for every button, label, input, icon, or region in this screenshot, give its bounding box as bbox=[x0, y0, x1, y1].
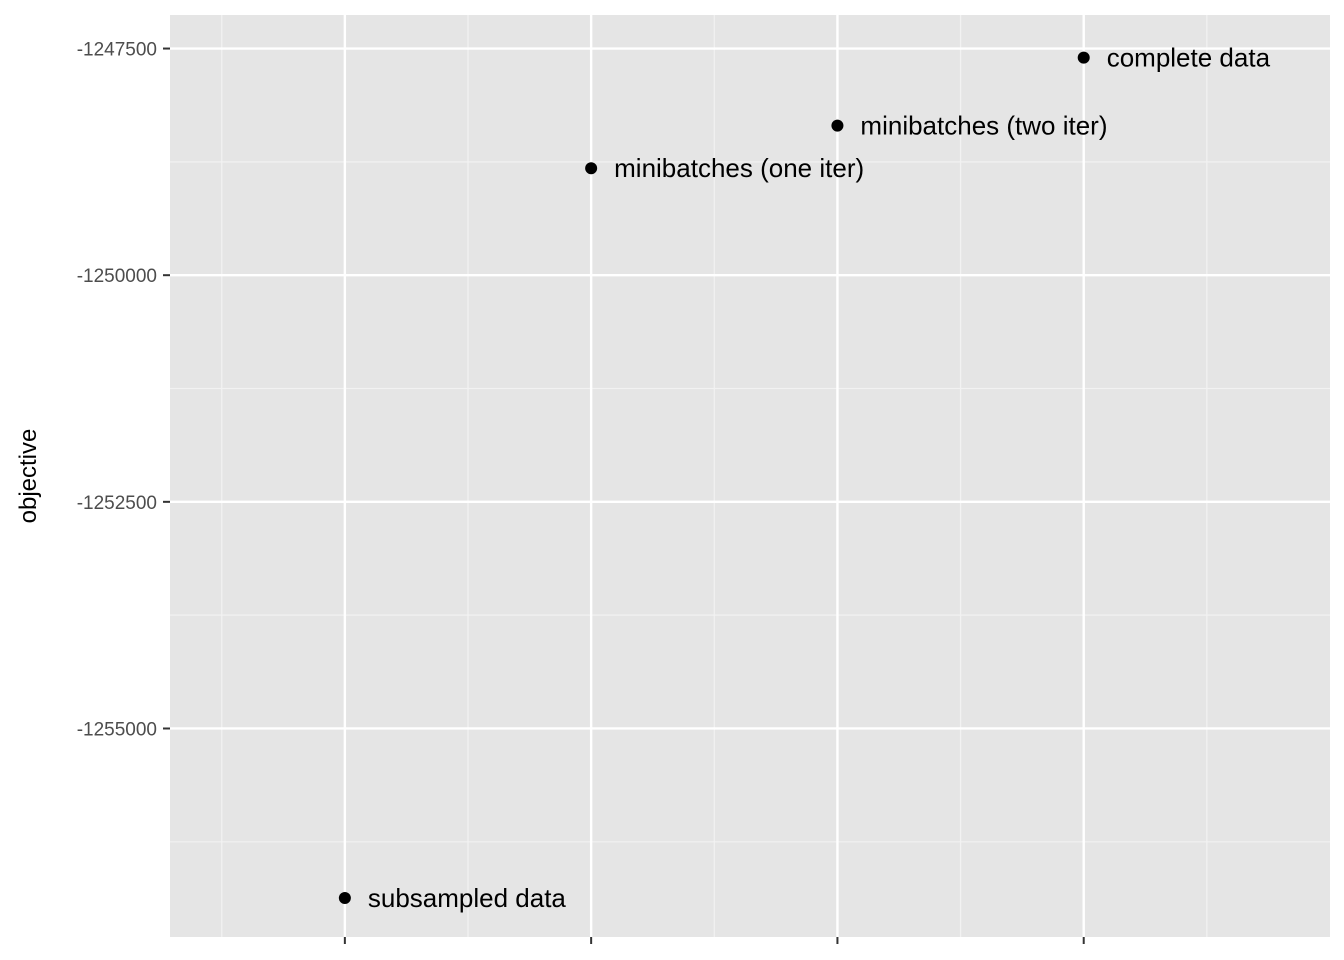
x-axis-ticks bbox=[343, 937, 1085, 944]
y-axis-tick-labels: -1255000 -1252500 -1250000 -1247500 bbox=[77, 40, 157, 741]
data-point-label: minibatches (one iter) bbox=[614, 153, 864, 183]
data-point-label: subsampled data bbox=[368, 883, 567, 913]
y-tick-label: -1252500 bbox=[77, 493, 157, 514]
y-axis-ticks bbox=[163, 47, 170, 730]
data-point-label: minibatches (two iter) bbox=[860, 111, 1107, 141]
major-gridlines-y bbox=[170, 47, 1330, 730]
major-gridlines-x bbox=[343, 15, 1085, 937]
data-point bbox=[1077, 51, 1090, 64]
y-axis-title: objective bbox=[15, 429, 42, 524]
plot-panel bbox=[170, 15, 1330, 937]
y-tick-label: -1247500 bbox=[77, 40, 157, 61]
data-point bbox=[831, 119, 844, 132]
minor-gridlines-x bbox=[221, 15, 1208, 937]
data-point bbox=[585, 162, 598, 175]
data-points bbox=[338, 51, 1090, 905]
y-tick-label: -1255000 bbox=[77, 719, 157, 740]
data-point-label: complete data bbox=[1107, 43, 1271, 73]
data-point bbox=[338, 892, 351, 905]
data-point-labels: subsampled data minibatches (one iter) min… bbox=[368, 43, 1271, 913]
minor-gridlines-y bbox=[170, 161, 1330, 843]
y-tick-label: -1250000 bbox=[77, 266, 157, 287]
